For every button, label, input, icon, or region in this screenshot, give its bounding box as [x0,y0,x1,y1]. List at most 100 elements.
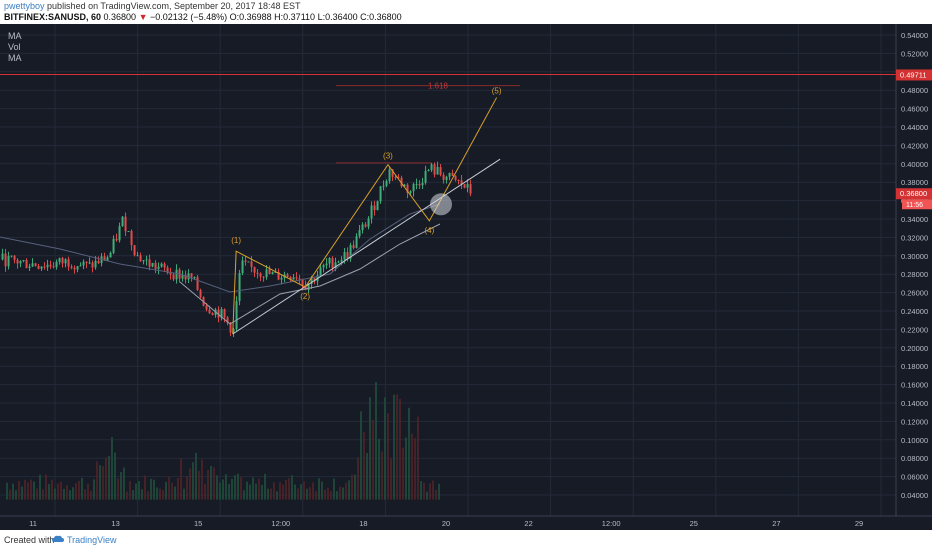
x-tick-label: 20 [442,519,450,528]
y-tick-label: 0.34000 [901,215,928,224]
volume-bar [327,487,329,500]
volume-bar [342,487,344,500]
volume-bar [210,465,212,500]
volume-bar [57,483,59,500]
x-tick-label: 12:00 [271,519,290,528]
candle-body [454,175,457,181]
legend-vol[interactable]: Vol [8,42,21,52]
ohlc-close: C:0.36800 [360,12,402,22]
tradingview-brand-link[interactable]: TradingView [67,535,117,545]
volume-bar [198,470,200,500]
candle-body [97,260,100,264]
candle-body [457,180,460,182]
ohlc-line: BITFINEX:SANUSD, 60 0.36800 ▼ −0.02132 (… [4,12,402,22]
candle-body [355,236,358,248]
volume-bar [126,491,128,500]
candle-body [64,259,67,264]
candle-body [298,278,301,280]
volume-bar [150,478,152,500]
candle-body [7,255,10,267]
volume-bar [222,479,224,500]
candle-body [67,259,70,267]
volume-bar [75,483,77,500]
volume-bar [72,487,74,500]
candle-body [58,258,61,262]
author-link[interactable]: pwettyboy [4,1,45,11]
candle-body [142,260,145,262]
candle-body [253,266,256,273]
volume-bar [144,475,146,500]
ohlc-open: O:0.36988 [229,12,272,22]
volume-bar [186,475,188,500]
candle-body [271,272,274,274]
candle-body [196,276,199,291]
last-price-label: 0.36800 [900,189,927,198]
price-chart[interactable]: 1.618(1)(2)(3)(4)(5)0.540000.520000.5000… [0,24,932,530]
volume-bar [387,413,389,500]
volume-bar [213,467,215,500]
volume-bar [378,438,380,500]
candle-body [256,272,259,274]
candle-body [460,180,463,185]
volume-bar [174,486,176,500]
candle-body [445,176,448,180]
y-tick-label: 0.22000 [901,325,928,334]
x-tick-label: 13 [111,519,119,528]
countdown-label: 11:56 [906,202,923,209]
candle-body [418,184,421,186]
candle-body [232,329,235,333]
candle-body [262,276,265,278]
candle-body [94,260,97,268]
candle-body [343,252,346,260]
chart-area[interactable]: 1.618(1)(2)(3)(4)(5)0.540000.520000.5000… [0,24,932,530]
legend-ma-2[interactable]: MA [8,53,22,63]
volume-bar [183,488,185,500]
candle-body [322,265,325,268]
x-tick-label: 18 [359,519,367,528]
y-tick-label: 0.08000 [901,454,928,463]
y-tick-label: 0.14000 [901,399,928,408]
volume-bar [33,481,35,500]
volume-bar [351,474,353,500]
candle-body [106,257,109,261]
candle-body [181,275,184,279]
volume-bar [129,481,131,500]
candle-body [466,184,469,188]
volume-bar [417,416,419,500]
candle-body [118,226,121,241]
candle-body [91,262,94,268]
candle-body [439,167,442,175]
candle-body [244,260,247,262]
candle-body [157,266,160,269]
candle-body [346,252,349,259]
volume-bar [309,487,311,500]
chart-header: pwettyboy published on TradingView.com, … [0,0,932,24]
legend-ma-1[interactable]: MA [8,31,22,41]
candle-body [109,252,112,258]
volume-bar [435,490,437,500]
moving-average-line [0,203,441,293]
x-tick-label: 27 [772,519,780,528]
volume-bar [318,478,320,500]
volume-bar [396,394,398,500]
candle-body [394,176,397,178]
candle-body [211,313,214,315]
volume-bar [132,489,134,500]
volume-bar [384,397,386,500]
symbol-label[interactable]: BITFINEX:SANUSD, 60 [4,12,102,22]
candle-body [433,164,436,175]
candle-body [55,261,58,268]
y-tick-label: 0.28000 [901,270,928,279]
volume-bar [231,478,233,500]
candle-body [442,174,445,180]
y-tick-label: 0.18000 [901,362,928,371]
volume-bar [216,475,218,500]
volume-bar [261,484,263,500]
volume-bar [48,484,50,500]
candle-body [421,182,424,186]
candle-body [184,275,187,280]
volume-bar [90,490,92,500]
volume-bar [42,489,44,500]
volume-bar [27,482,29,500]
candle-body [13,255,16,260]
